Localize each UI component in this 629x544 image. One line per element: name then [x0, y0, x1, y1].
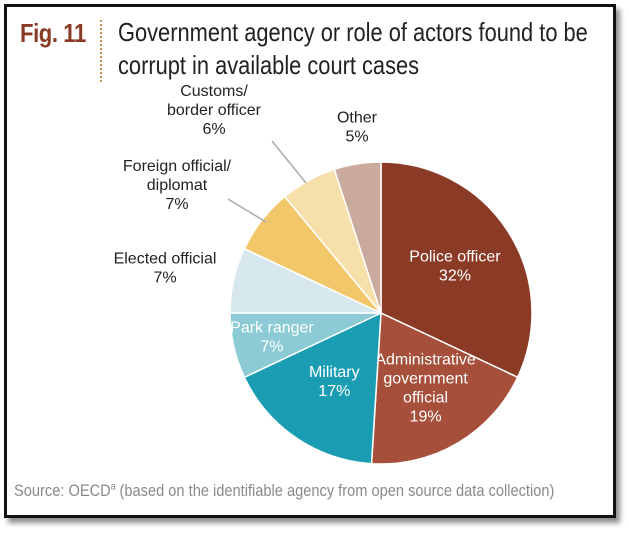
slice-label-5: Foreign official/diplomat 7% — [123, 158, 232, 213]
pie-slice-1 — [370, 311, 519, 465]
slice-value-4: 7% — [153, 269, 176, 286]
figure-title-line-1: Government agency or role of actors foun… — [118, 17, 588, 47]
slice-value-1: 19% — [410, 409, 442, 426]
slice-label-line-5-1: diplomat — [147, 177, 208, 194]
pie-slice-7 — [333, 161, 382, 314]
slice-value-5: 7% — [165, 196, 188, 213]
slice-label-7: Other 5% — [337, 109, 378, 145]
leader-line-6 — [271, 140, 307, 184]
slice-label-line-6-1: border officer — [167, 102, 262, 119]
slice-value-7: 5% — [345, 128, 368, 145]
slice-label-3: Park ranger 7% — [230, 320, 314, 356]
slice-label-line-3-0: Park ranger — [230, 320, 314, 337]
slice-label-line-6-0: Customs/ — [180, 83, 248, 100]
slice-label-2: Military 17% — [309, 364, 360, 400]
source-detail: (based on the identifiable agency from o… — [115, 481, 555, 500]
pie-slice-0 — [380, 161, 533, 379]
slice-value-3: 7% — [260, 339, 283, 356]
slice-label-6: Customs/border officer 6% — [167, 83, 262, 138]
source-text: Source: OECD — [14, 481, 111, 500]
slice-value-0: 32% — [439, 267, 471, 284]
slice-label-1: Administrative government official 19% — [375, 352, 476, 426]
slice-value-2: 17% — [318, 383, 350, 400]
source-superscript: a — [110, 481, 116, 493]
slice-label-line-7-0: Other — [337, 109, 378, 126]
slice-label-line-1-0: Administrative — [375, 352, 476, 369]
figure-label: Fig. 11 — [20, 18, 86, 48]
slice-label-line-0-0: Police officer — [409, 248, 501, 265]
slice-label-line-1-2: official — [403, 390, 448, 407]
slice-label-line-4-0: Elected official — [114, 250, 217, 267]
pie-slice-2 — [243, 311, 382, 465]
figure-title-line-2: corrupt in available court cases — [118, 50, 420, 80]
slice-label-4: Elected official 7% — [114, 250, 217, 286]
slice-label-0: Police officer 32% — [409, 248, 501, 284]
figure-title: Government agency or role of actors foun… — [118, 16, 588, 82]
slice-value-6: 6% — [202, 121, 225, 138]
leader-line-5 — [227, 198, 267, 223]
slice-label-line-1-1: government — [383, 371, 468, 388]
slice-label-line-2-0: Military — [309, 364, 360, 381]
title-divider — [100, 20, 102, 82]
figure-source: Source: OECDa (based on the identifiable… — [14, 481, 554, 501]
slice-label-line-5-0: Foreign official/ — [123, 158, 232, 175]
